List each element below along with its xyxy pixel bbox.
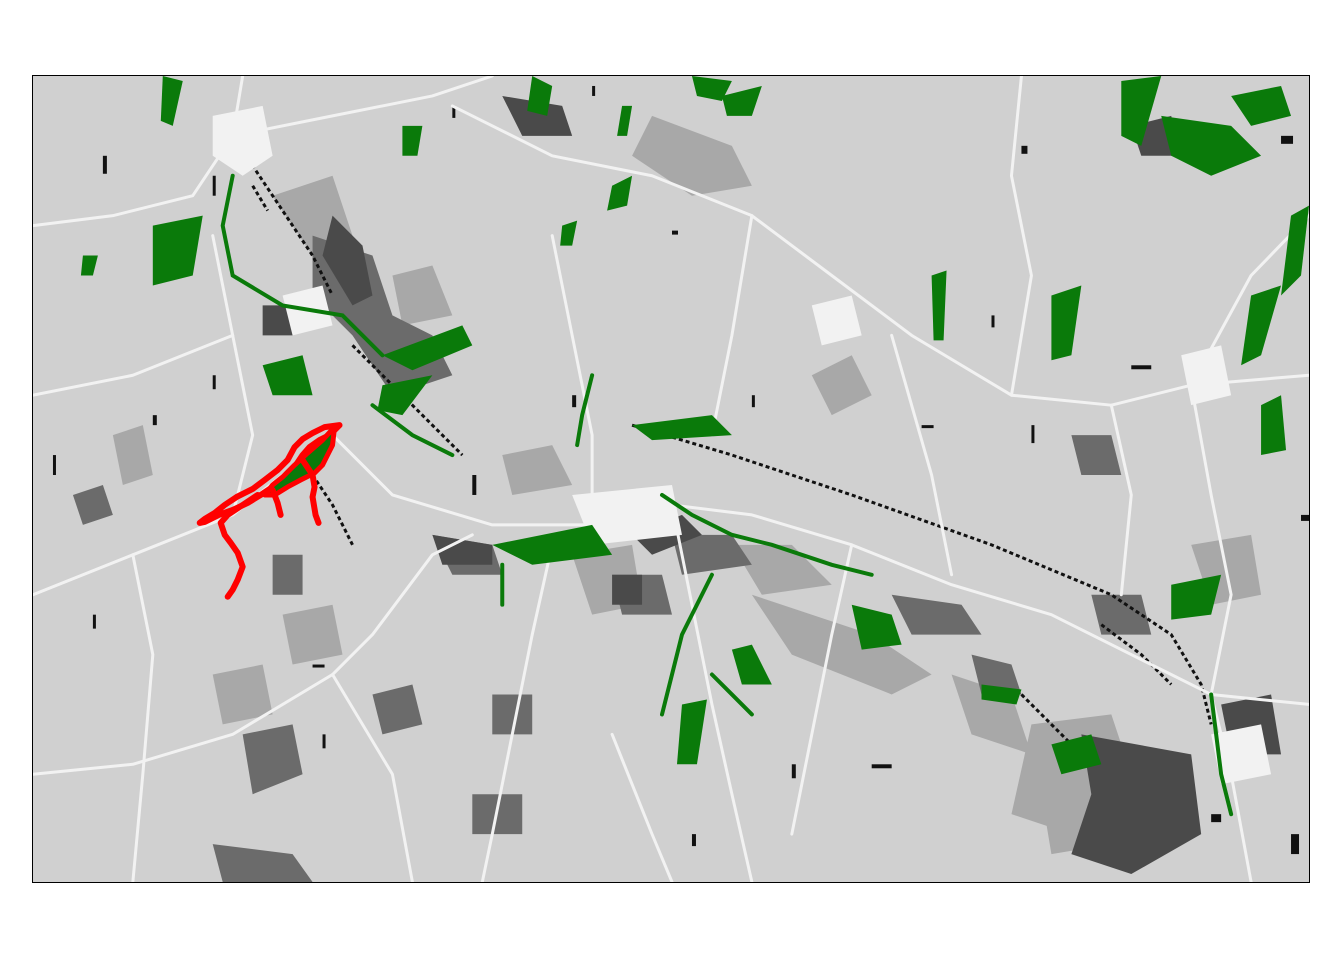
- highlighted-region-branch: [217, 491, 261, 600]
- woodland-green-lines: [220, 173, 1234, 817]
- highlighted-region-branch-2: [299, 457, 322, 526]
- highlighted-region-branch-3: [269, 486, 284, 518]
- grey-darker-patches: [262, 95, 1282, 875]
- road-network: [33, 76, 1309, 882]
- land-cover-map: [33, 76, 1309, 882]
- map-frame: [32, 75, 1310, 883]
